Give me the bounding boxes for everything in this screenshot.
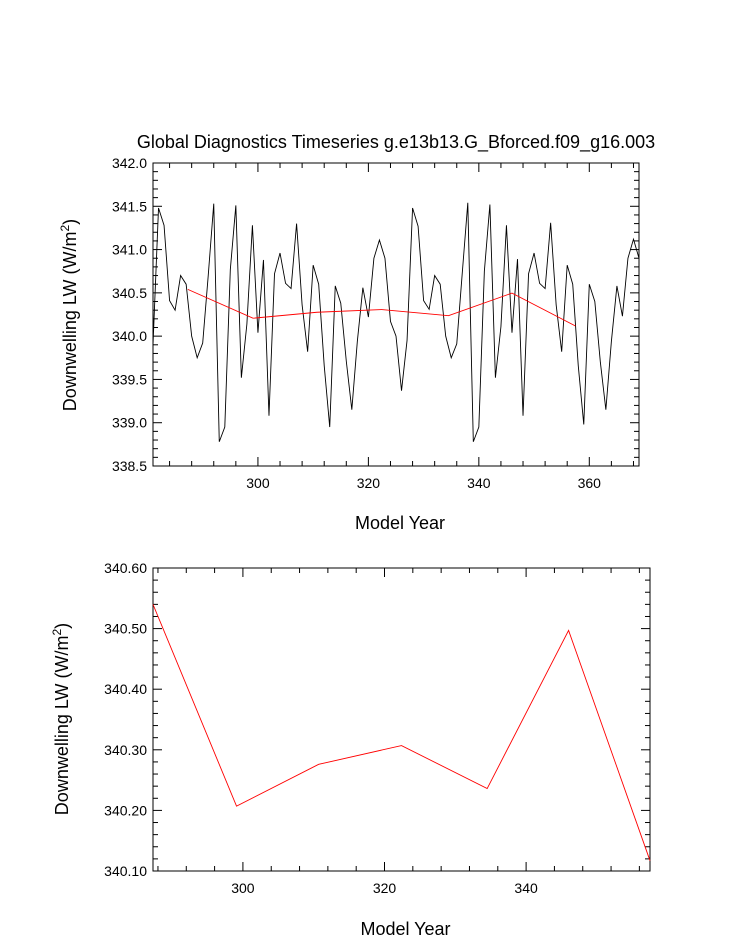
y-tick-label: 340.20 — [104, 802, 147, 818]
chart-title: Global Diagnostics Timeseries g.e13b13.G… — [137, 132, 655, 153]
y-tick-label: 339.0 — [112, 415, 147, 431]
y-tick-label: 340.5 — [112, 285, 147, 301]
x-tick-label: 300 — [246, 475, 270, 491]
plot-frame — [152, 567, 651, 872]
x-axis-label: Model Year — [355, 513, 445, 533]
y-tick-label: 340.10 — [104, 863, 147, 879]
y-tick-label: 342.0 — [112, 155, 147, 171]
y-axis-label: Downwelling LW (W/m2) — [58, 219, 80, 411]
plot-bottom: 340.10 340.20 340.30 340.40 340.50 340.60 300 3… — [50, 560, 651, 939]
x-tick-label: 320 — [357, 475, 381, 491]
plot-frame — [152, 162, 640, 467]
y-tick-label: 341.5 — [112, 198, 147, 214]
y-tick-label: 340.50 — [104, 621, 147, 637]
y-tick-label: 340.40 — [104, 681, 147, 697]
y-axis-label: Downwelling LW (W/m2) — [50, 623, 72, 815]
y-tick-label: 338.5 — [112, 458, 147, 474]
y-tick-label: 341.0 — [112, 242, 147, 258]
x-axis-label: Model Year — [360, 919, 450, 939]
series-line-red — [152, 604, 651, 861]
x-tick-label: 340 — [514, 880, 538, 896]
y-tick-label: 340.30 — [104, 742, 147, 758]
y-tick-label: 339.5 — [112, 371, 147, 387]
series-line-black — [152, 202, 640, 442]
y-tick-label: 340.60 — [104, 560, 147, 576]
plot-top: 338.5 339.0 339.5 340.0 340.5 341.0 341.5 342.0… — [58, 155, 640, 533]
x-tick-label: 360 — [578, 475, 602, 491]
x-tick-label: 300 — [231, 880, 255, 896]
x-tick-label: 320 — [373, 880, 397, 896]
x-tick-label: 340 — [467, 475, 491, 491]
series-line-red — [187, 288, 576, 327]
y-tick-label: 340.0 — [112, 328, 147, 344]
